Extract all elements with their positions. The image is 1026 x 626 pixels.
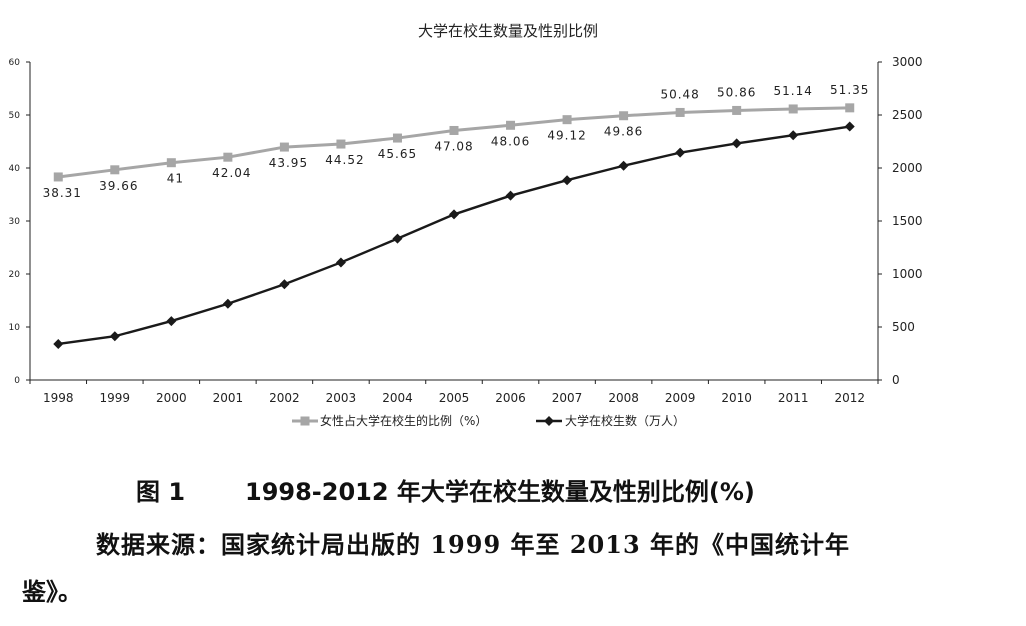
x-tick-label: 2011	[778, 391, 809, 405]
x-tick-label: 1998	[43, 391, 74, 405]
y-right-tick-label: 0	[892, 373, 900, 387]
x-tick-label: 2009	[665, 391, 696, 405]
data-source-note-continued: 鉴》。	[22, 577, 82, 606]
y-left-tick-label: 40	[9, 164, 21, 174]
data-point	[788, 104, 798, 114]
data-label: 49.12	[547, 129, 586, 143]
data-point	[732, 105, 742, 115]
y-right-tick-label: 1000	[892, 267, 923, 281]
data-point	[562, 115, 572, 125]
data-point	[392, 233, 403, 244]
data-point	[845, 103, 855, 113]
data-label: 51.35	[830, 83, 869, 97]
series-line-2	[58, 125, 850, 346]
data-point	[562, 175, 573, 186]
data-point	[166, 158, 176, 168]
data-label: 50.86	[717, 85, 756, 99]
data-label: 51.14	[774, 84, 813, 98]
data-point	[618, 160, 629, 171]
data-point	[53, 338, 64, 349]
data-point	[619, 111, 629, 121]
data-point	[449, 209, 459, 220]
legend-label: 大学在校生数（万人）	[565, 413, 685, 428]
data-label: 50.48	[660, 87, 699, 101]
y-right-tick-label: 3000	[892, 55, 923, 69]
legend-swatch-marker	[544, 416, 554, 426]
data-label: 41	[167, 172, 184, 186]
y-right-tick-label: 2500	[892, 108, 923, 122]
data-label: 42.04	[212, 166, 251, 180]
data-point	[336, 139, 346, 149]
figure-caption: 图 1 1998-2012 年大学在校生数量及性别比例(%)	[0, 472, 1026, 512]
data-point	[335, 257, 346, 268]
chart: 大学在校生数量及性别比例 0 10 20 30 40 50 60 0 500 1000 1500 20…	[9, 22, 923, 428]
data-label: 44.52	[325, 153, 364, 167]
data-point	[505, 190, 516, 201]
data-label: 38.31	[43, 186, 82, 200]
y-left-tick-label: 10	[9, 323, 21, 333]
x-tick-label: 2000	[156, 391, 187, 405]
y-left-tick-label: 20	[9, 270, 21, 280]
data-point	[788, 130, 799, 141]
data-point	[223, 152, 233, 162]
data-point	[506, 120, 516, 130]
data-point	[110, 165, 120, 175]
x-tick-label: 2004	[382, 391, 413, 405]
x-tick-label: 2008	[608, 391, 639, 405]
legend: 女性占大学在校生的比例（%） 大学在校生数（万人）	[292, 413, 685, 428]
data-point	[675, 147, 686, 158]
data-labels: 38.31 39.66 41 42.04 43.95 44.52 45.65 47.08 48.…	[43, 83, 869, 200]
data-label: 47.08	[434, 139, 473, 153]
data-point	[109, 331, 120, 342]
x-tick-label: 2006	[495, 391, 526, 405]
axes: 0 10 20 30 40 50 60 0 500 1000 1500 2000 2500 3000 199…	[9, 55, 923, 405]
data-point	[449, 125, 459, 135]
legend-label: 女性占大学在校生的比例（%）	[320, 413, 487, 428]
data-point	[222, 298, 233, 309]
x-tick-label: 2005	[439, 391, 470, 405]
y-left-tick-label: 60	[9, 58, 21, 68]
y-left-tick-label: 0	[14, 376, 20, 386]
data-point	[844, 121, 855, 132]
x-tick-label: 1999	[100, 391, 131, 405]
data-label: 45.65	[378, 147, 417, 161]
figure-number: 图 1	[136, 478, 186, 506]
y-left-tick-label: 50	[9, 111, 21, 121]
x-tick-label: 2010	[721, 391, 752, 405]
data-label: 48.06	[491, 134, 530, 148]
y-right-tick-label: 500	[892, 320, 915, 334]
y-right-tick-label: 1500	[892, 214, 923, 228]
data-label: 39.66	[99, 179, 138, 193]
data-point	[279, 142, 289, 152]
data-point	[731, 138, 742, 149]
data-point	[166, 316, 177, 327]
legend-swatch-marker	[300, 416, 310, 426]
data-source-note: 数据来源：国家统计局出版的 1999 年至 2013 年的《中国统计年	[96, 530, 851, 559]
x-tick-label: 2007	[552, 391, 583, 405]
data-label: 49.86	[604, 125, 643, 139]
data-label: 43.95	[269, 156, 308, 170]
series-layer	[53, 103, 855, 349]
y-left-tick-label: 30	[9, 217, 21, 227]
x-tick-label: 2003	[326, 391, 357, 405]
data-point	[279, 279, 290, 290]
y-right-tick-label: 2000	[892, 161, 923, 175]
data-point	[392, 133, 402, 143]
figure-caption-text: 1998-2012 年大学在校生数量及性别比例(%)	[245, 478, 755, 506]
data-point	[53, 172, 63, 182]
x-tick-label: 2002	[269, 391, 300, 405]
x-tick-label: 2001	[213, 391, 244, 405]
chart-title: 大学在校生数量及性别比例	[418, 22, 598, 40]
x-tick-label: 2012	[834, 391, 865, 405]
data-point	[675, 107, 685, 117]
